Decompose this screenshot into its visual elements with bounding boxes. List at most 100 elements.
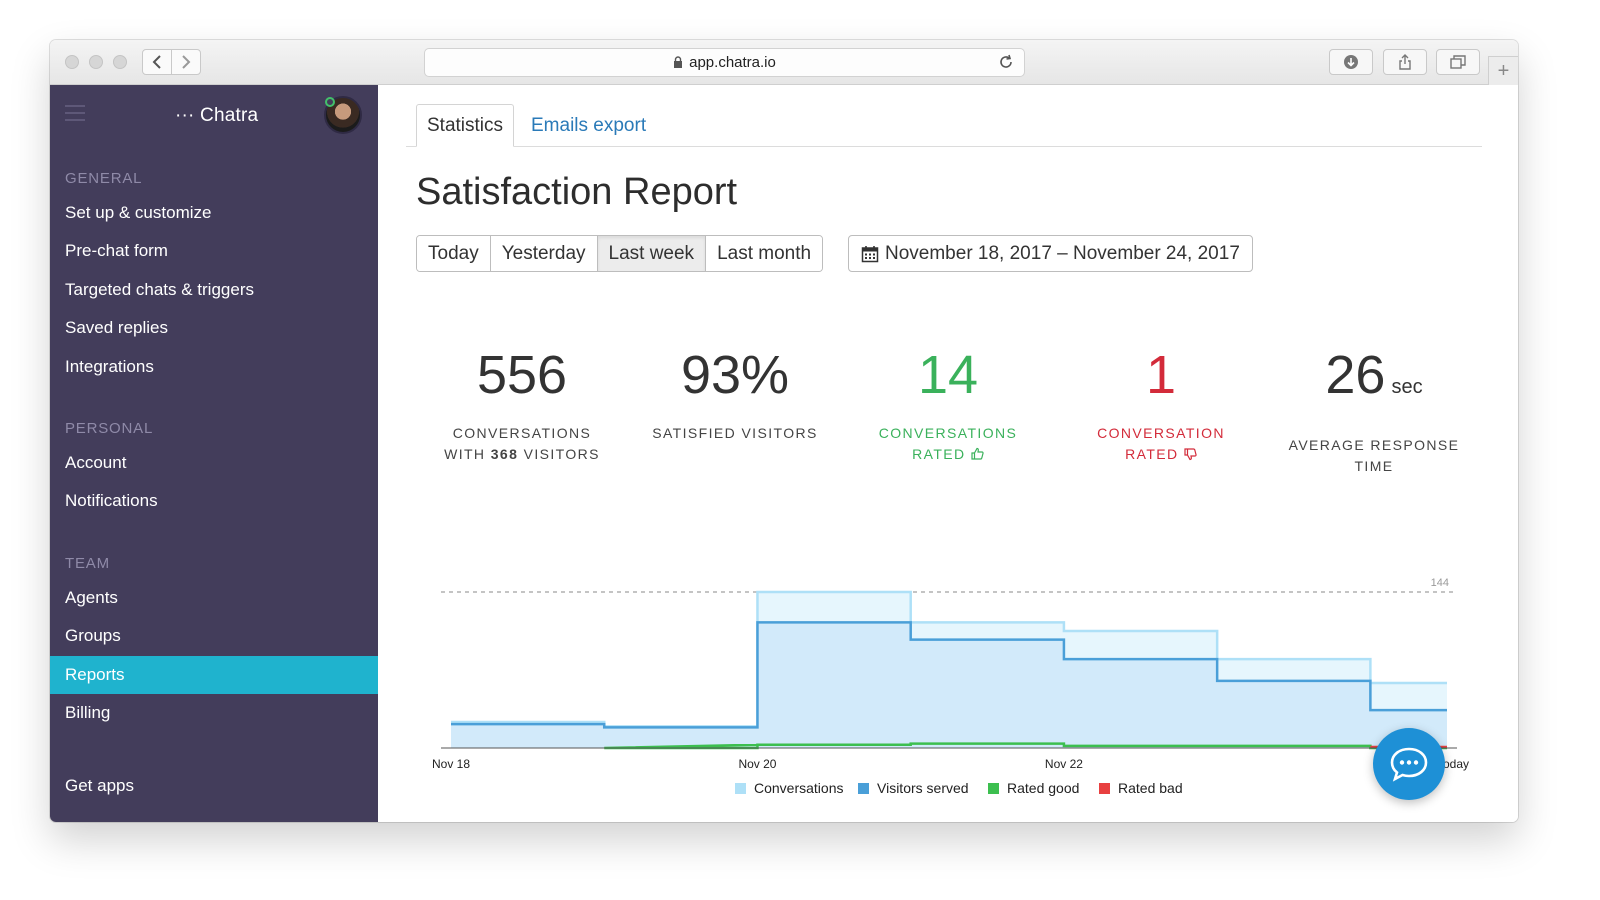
stat-rated-good-label-line1: CONVERSATIONS: [878, 425, 1018, 441]
sidebar-item-reports[interactable]: Reports: [50, 656, 378, 694]
share-icon: [1399, 54, 1411, 70]
tabs-icon: [1450, 55, 1466, 69]
legend-swatch: [988, 783, 999, 794]
stat-response-time-value: 26: [1325, 345, 1386, 405]
section-team: TEAM: [65, 555, 110, 572]
sidebar-item-saved-replies[interactable]: Saved replies: [65, 318, 169, 337]
x-tick-label: Nov 18: [432, 757, 470, 771]
stat-response-time-label-line1: AVERAGE RESPONSE: [1288, 437, 1460, 453]
section-general: GENERAL: [65, 170, 143, 187]
visitors-served-line: [451, 621, 1447, 729]
period-yesterday-button[interactable]: Yesterday: [490, 236, 598, 271]
thumbs-up-icon: [971, 447, 984, 460]
tab-emails-export[interactable]: Emails export: [531, 114, 647, 136]
sidebar: ··· Chatra GENERAL Set up & customize Pr…: [50, 85, 378, 822]
stat-rated-bad-value: 1: [1145, 345, 1177, 405]
stat-response-time-label: AVERAGE RESPONSE TIME: [1264, 435, 1484, 477]
sidebar-item-setup[interactable]: Set up & customize: [65, 203, 212, 222]
stat-visitors-count: 368: [490, 446, 519, 462]
forward-button[interactable]: [171, 49, 201, 75]
stat-rated-good-label-line2: RATED: [838, 444, 1058, 465]
stat-rated-bad-rated-text: RATED: [1125, 446, 1179, 462]
tabs-overview-button[interactable]: [1436, 49, 1480, 75]
stat-response-time: 26 sec AVERAGE RESPONSE TIME: [1264, 343, 1484, 477]
menu-icon[interactable]: [65, 105, 85, 121]
stat-visitors-text: VISITORS: [523, 446, 600, 462]
sidebar-item-agents[interactable]: Agents: [65, 588, 118, 607]
period-selector: Today Yesterday Last week Last month: [416, 235, 824, 272]
legend-swatch: [1099, 783, 1110, 794]
brand-name[interactable]: ··· Chatra: [175, 105, 259, 126]
sidebar-item-targeted-chats[interactable]: Targeted chats & triggers: [65, 280, 254, 299]
stat-rated-good-value: 14: [917, 345, 979, 405]
sidebar-item-integrations[interactable]: Integrations: [65, 357, 154, 376]
chat-icon: [1390, 747, 1428, 782]
sidebar-item-billing[interactable]: Billing: [65, 703, 111, 722]
x-tick-label: Nov 22: [1045, 757, 1083, 771]
close-window-button[interactable]: [65, 55, 79, 69]
legend-label: Rated bad: [1118, 780, 1183, 796]
stat-response-time-label-line2: TIME: [1354, 458, 1394, 474]
url-text: app.chatra.io: [689, 54, 776, 71]
legend-swatch: [858, 783, 869, 794]
sidebar-item-account[interactable]: Account: [65, 453, 127, 472]
legend-swatch: [735, 783, 746, 794]
stat-with-text: WITH: [444, 446, 486, 462]
period-today-button[interactable]: Today: [417, 236, 491, 271]
sidebar-item-get-apps[interactable]: Get apps: [65, 776, 134, 795]
minimize-window-button[interactable]: [89, 55, 103, 69]
main-content: Statistics Emails export Satisfaction Re…: [378, 85, 1518, 822]
legend-label: Rated good: [1007, 780, 1079, 796]
tab-bar: Statistics Emails export: [406, 103, 1482, 147]
stat-conversations: 556 CONVERSATIONS WITH 368 VISITORS: [412, 343, 632, 465]
period-last-month-button[interactable]: Last month: [706, 236, 823, 271]
stat-response-time-unit: sec: [1391, 376, 1423, 398]
thumbs-down-icon: [1184, 448, 1197, 461]
stat-satisfied-label: SATISFIED VISITORS: [652, 425, 818, 441]
satisfaction-chart: 144 Nov 18 Nov 20 Nov 22 Today Conversations V…: [432, 577, 1469, 796]
date-range-text: November 18, 2017 – November 24, 2017: [885, 242, 1240, 264]
stat-rated-bad: 1 CONVERSATION RATED: [1051, 343, 1271, 465]
stat-conversations-label-line2: WITH 368 VISITORS: [412, 444, 632, 465]
share-button[interactable]: [1383, 49, 1427, 75]
sidebar-item-groups[interactable]: Groups: [65, 626, 121, 645]
visitors-served-area: [451, 622, 1447, 748]
stat-rated-good: 14 CONVERSATIONS RATED: [838, 343, 1058, 465]
chevron-left-icon: [152, 55, 161, 69]
stat-rated-bad-label-line2: RATED: [1051, 444, 1271, 465]
address-bar[interactable]: app.chatra.io: [424, 48, 1025, 77]
page-title: Satisfaction Report: [416, 171, 738, 213]
period-last-week-button[interactable]: Last week: [597, 236, 707, 271]
zoom-window-button[interactable]: [113, 55, 127, 69]
chat-widget-button[interactable]: [1373, 728, 1445, 800]
back-button[interactable]: [142, 49, 172, 75]
x-tick-label: Today: [1437, 757, 1469, 771]
section-personal: PERSONAL: [65, 420, 154, 437]
browser-window: app.chatra.io + ··· Chatra GENERAL Set u…: [50, 40, 1518, 822]
stat-conversations-label-line1: CONVERSATIONS: [452, 425, 592, 441]
max-label: 144: [1431, 577, 1449, 589]
lock-icon: [674, 56, 683, 68]
new-tab-button[interactable]: +: [1488, 56, 1518, 85]
legend-label: Visitors served: [877, 780, 969, 796]
calendar-icon: [861, 245, 879, 263]
reload-icon[interactable]: [998, 54, 1014, 70]
stat-rated-good-label: CONVERSATIONS RATED: [838, 423, 1058, 465]
stat-conversations-value: 556: [476, 345, 568, 405]
plus-icon: +: [1497, 59, 1510, 82]
tab-statistics[interactable]: Statistics: [416, 104, 515, 147]
stat-response-time-value-row: 26 sec: [1264, 343, 1484, 419]
stat-rated-bad-label-line1: CONVERSATION: [1097, 425, 1225, 441]
x-tick-label: Nov 20: [738, 757, 776, 771]
stat-conversations-label: CONVERSATIONS WITH 368 VISITORS: [412, 423, 632, 465]
sidebar-item-notifications[interactable]: Notifications: [65, 491, 158, 510]
stat-satisfied: 93% SATISFIED VISITORS: [625, 343, 845, 444]
stat-rated-bad-label: CONVERSATION RATED: [1051, 423, 1271, 465]
date-range-picker[interactable]: November 18, 2017 – November 24, 2017: [848, 235, 1253, 272]
stat-rated-good-rated-text: RATED: [912, 446, 966, 462]
sidebar-item-prechat-form[interactable]: Pre-chat form: [65, 241, 168, 260]
downloads-button[interactable]: [1329, 49, 1373, 75]
online-status-icon: [325, 97, 335, 107]
download-icon: [1344, 55, 1358, 69]
browser-titlebar: app.chatra.io +: [50, 40, 1518, 85]
